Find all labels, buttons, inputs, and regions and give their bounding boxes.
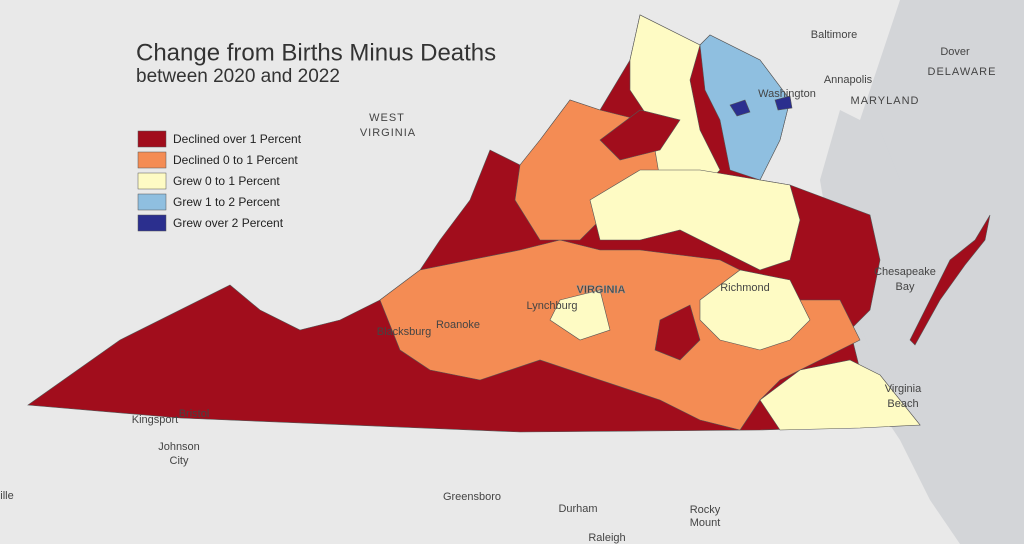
county-group bbox=[549, 289, 611, 341]
county-group bbox=[729, 99, 751, 117]
county-group bbox=[654, 304, 701, 361]
place-label: DELAWARE bbox=[928, 66, 997, 78]
place-label: Virginia bbox=[885, 383, 922, 395]
place-label: Beach bbox=[887, 398, 918, 410]
place-label: Johnson bbox=[158, 441, 200, 453]
place-label: Chesapeake bbox=[874, 266, 936, 278]
county-group bbox=[759, 359, 921, 431]
county-group bbox=[774, 95, 793, 111]
place-labels: Baltimore Dover DELAWARE Annapolis Washingto… bbox=[0, 29, 997, 544]
place-label: Blacksburg bbox=[377, 326, 431, 338]
counties bbox=[27, 14, 991, 433]
county-group bbox=[629, 14, 721, 191]
legend-label: Grew over 2 Percent bbox=[173, 216, 284, 230]
place-label: Rocky bbox=[690, 504, 721, 516]
place-label: Annapolis bbox=[824, 74, 873, 86]
legend-swatch bbox=[137, 130, 167, 148]
place-label: City bbox=[170, 455, 189, 467]
place-label: Greensboro bbox=[443, 491, 501, 503]
county-group bbox=[909, 214, 991, 346]
place-label: VIRGINIA bbox=[577, 284, 626, 296]
legend-label: Declined over 1 Percent bbox=[173, 132, 302, 146]
place-label: Lynchburg bbox=[527, 300, 578, 312]
map-subtitle: between 2020 and 2022 bbox=[136, 66, 340, 87]
legend-label: Declined 0 to 1 Percent bbox=[173, 153, 298, 167]
place-label: Mount bbox=[690, 517, 721, 529]
legend-label: Grew 1 to 2 Percent bbox=[173, 195, 280, 209]
place-label: Washington bbox=[758, 88, 816, 100]
place-label: Richmond bbox=[720, 282, 770, 294]
county-group bbox=[599, 109, 681, 161]
place-label: Roanoke bbox=[436, 319, 480, 331]
place-label: MARYLAND bbox=[851, 95, 920, 107]
place-label: Raleigh bbox=[588, 532, 625, 544]
place-label: Durham bbox=[558, 503, 597, 515]
map-title: Change from Births Minus Deaths bbox=[136, 39, 496, 66]
place-label: Baltimore bbox=[811, 29, 857, 41]
legend-swatch bbox=[137, 151, 167, 169]
place-label: Kingsport bbox=[132, 414, 178, 426]
place-label: ille bbox=[0, 490, 13, 502]
legend: Declined over 1 Percent Declined 0 to 1 P… bbox=[137, 130, 302, 232]
place-label: VIRGINIA bbox=[360, 127, 416, 139]
place-label: Dover bbox=[940, 46, 970, 58]
place-label: Bay bbox=[896, 281, 915, 293]
place-label: WEST bbox=[369, 112, 405, 124]
place-label: Bristol bbox=[179, 408, 210, 420]
legend-swatch bbox=[137, 214, 167, 232]
county-group bbox=[699, 269, 811, 351]
legend-label: Grew 0 to 1 Percent bbox=[173, 174, 280, 188]
county-group bbox=[589, 169, 801, 271]
legend-swatch bbox=[137, 193, 167, 211]
legend-swatch bbox=[137, 172, 167, 190]
